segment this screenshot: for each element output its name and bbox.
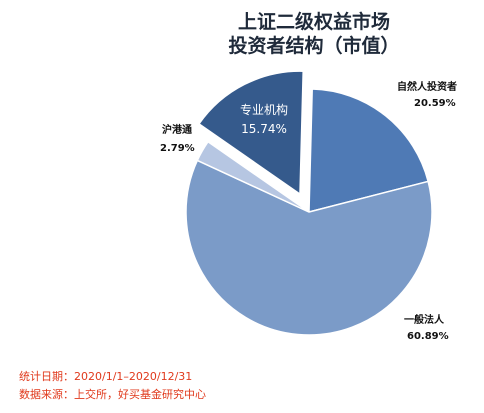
slice-label-name-general-corporate: 一般法人	[404, 313, 445, 326]
slice-label-name-stock-connect: 沪港通	[162, 123, 192, 136]
slice-label-value-natural-investor: 20.59%	[414, 98, 456, 109]
slice-label-name-professional-institution: 专业机构	[240, 102, 288, 117]
pie-slice-general-corporate	[185, 159, 433, 336]
slice-label-value-professional-institution: 15.74%	[241, 122, 287, 136]
footer-data-source: 数据来源：上交所，好买基金研究中心	[19, 388, 206, 401]
slice-label-value-stock-connect: 2.79%	[160, 143, 195, 154]
slice-label-name-natural-investor: 自然人投资者	[397, 80, 457, 93]
pie-slice-professional-institution	[197, 70, 304, 196]
slice-label-value-general-corporate: 60.89%	[407, 331, 449, 342]
pie-slices	[185, 70, 433, 336]
pie-slice-stock-connect	[196, 140, 310, 213]
footer-stat-date: 统计日期：2020/1/1–2020/12/31	[19, 370, 193, 383]
chart-title-line-1: 上证二级权益市场	[238, 10, 390, 33]
chart-title-line-2: 投资者结构（市值）	[228, 34, 399, 57]
pie-slice-natural-investor	[308, 88, 430, 213]
